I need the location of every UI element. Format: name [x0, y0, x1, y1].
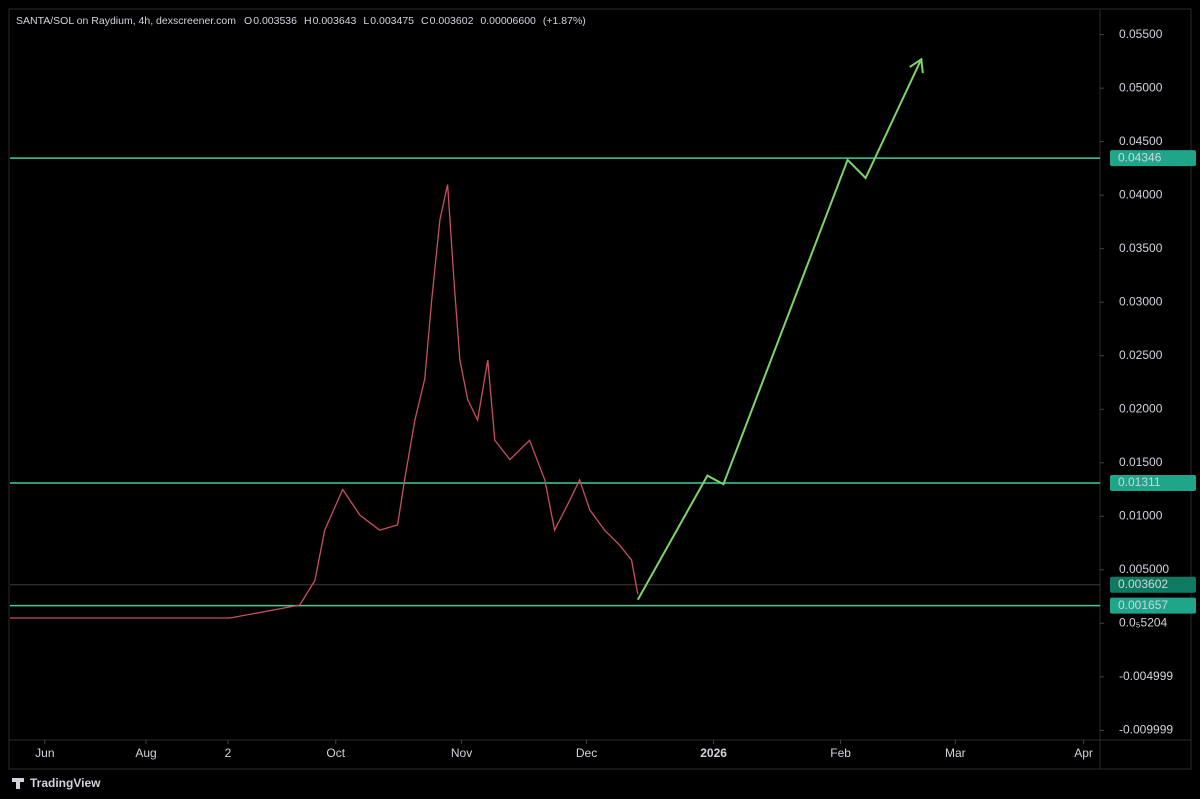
x-tick-label: 2026 — [700, 746, 727, 760]
x-tick-label: Apr — [1074, 746, 1093, 760]
y-tick-label: 0.005000 — [1119, 562, 1169, 576]
y-tick-label: 0.02000 — [1119, 401, 1163, 415]
y-tick-label: 0.04000 — [1119, 187, 1163, 201]
y-tick-label: 0.01500 — [1119, 455, 1163, 469]
y-tick-label: 0.03000 — [1119, 294, 1163, 308]
x-tick-label: Oct — [326, 746, 345, 760]
frame — [8, 8, 1192, 770]
y-tick-label: 0.04500 — [1119, 134, 1163, 148]
legend-value: (+1.87%) — [543, 15, 586, 27]
legend-value: 0.00006600 — [480, 15, 536, 27]
y-tick-label: 0.0₅5204 — [1119, 615, 1168, 629]
level-label: 0.01311 — [1118, 475, 1161, 489]
brand-logo — [12, 778, 24, 789]
x-tick-label: Jun — [35, 746, 54, 760]
legend: SANTA/SOL on Raydium, 4h, dexscreener.co… — [16, 15, 586, 27]
level-label: 0.04346 — [1118, 150, 1162, 164]
y-tick-label: -0.004999 — [1119, 669, 1173, 683]
x-tick-label: Nov — [451, 746, 472, 760]
y-tick-label: 0.02500 — [1119, 348, 1163, 362]
y-tick-label: 0.03500 — [1119, 241, 1163, 255]
x-tick-label: Feb — [830, 746, 851, 760]
x-tick-label: Aug — [135, 746, 156, 760]
price-line — [10, 184, 639, 619]
projection-line — [636, 58, 923, 601]
level-label-box — [1110, 150, 1196, 167]
x-tick-label: Mar — [945, 746, 966, 760]
level-label-box — [1110, 475, 1196, 492]
brand[interactable]: TradingView — [30, 776, 101, 790]
legend-value: O — [244, 15, 252, 27]
y-tick-label: 0.01000 — [1119, 508, 1163, 522]
level-label-box — [1110, 597, 1196, 614]
last-price-label: 0.003602 — [1118, 577, 1168, 591]
x-tick-label: Dec — [576, 746, 597, 760]
arrow-head — [909, 57, 924, 74]
y-tick-label: 0.05500 — [1119, 27, 1163, 41]
last-price-box — [1110, 576, 1196, 593]
legend-value: 0.003536 — [253, 15, 297, 27]
legend-value: H — [304, 15, 312, 27]
legend-value: 0.003602 — [430, 15, 474, 27]
x-tick-label: 2 — [225, 746, 232, 760]
legend-value: L — [363, 15, 369, 27]
legend-value: C — [421, 15, 429, 27]
legend-value: 0.003643 — [313, 15, 357, 27]
symbol: SANTA/SOL on Raydium, 4h, dexscreener.co… — [16, 15, 236, 27]
y-tick-label: 0.05000 — [1119, 80, 1163, 94]
level-label: 0.001657 — [1118, 598, 1168, 612]
legend-value: 0.003475 — [370, 15, 414, 27]
y-tick-label: -0.009999 — [1119, 723, 1173, 737]
